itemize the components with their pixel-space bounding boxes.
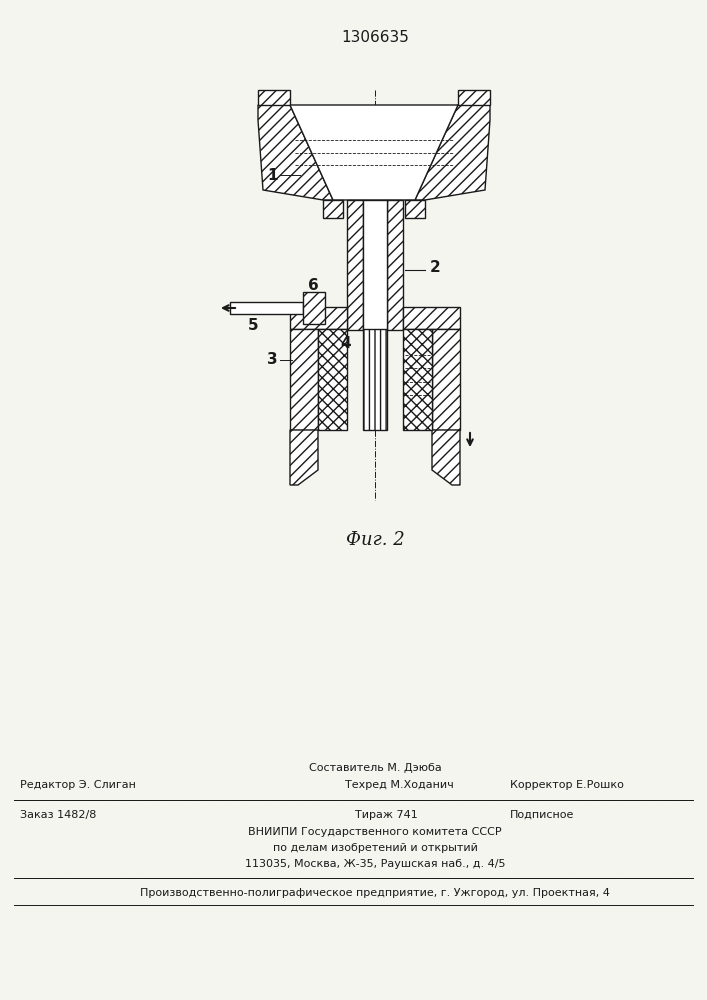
Polygon shape bbox=[432, 430, 460, 485]
Text: по делам изобретений и открытий: по делам изобретений и открытий bbox=[273, 843, 477, 853]
Text: 4: 4 bbox=[340, 336, 351, 351]
Text: Производственно-полиграфическое предприятие, г. Ужгород, ул. Проектная, 4: Производственно-полиграфическое предприя… bbox=[140, 888, 610, 898]
Bar bbox=[318, 329, 347, 430]
Polygon shape bbox=[415, 105, 490, 200]
Bar bbox=[258, 90, 290, 105]
Bar bbox=[432, 329, 460, 430]
Bar bbox=[290, 307, 347, 329]
Text: Корректор Е.Рошко: Корректор Е.Рошко bbox=[510, 780, 624, 790]
Text: 1306635: 1306635 bbox=[341, 30, 409, 45]
Text: Техред М.Ходанич: Техред М.Ходанич bbox=[345, 780, 454, 790]
Text: Подписное: Подписное bbox=[510, 810, 574, 820]
Text: Редактор Э. Слиган: Редактор Э. Слиган bbox=[20, 780, 136, 790]
Bar bbox=[363, 329, 387, 430]
Text: 1: 1 bbox=[267, 167, 278, 182]
Text: Тираж 741: Тираж 741 bbox=[355, 810, 418, 820]
Text: 5: 5 bbox=[248, 318, 259, 332]
Bar bbox=[230, 302, 303, 314]
Polygon shape bbox=[290, 430, 318, 485]
Polygon shape bbox=[258, 105, 333, 200]
Polygon shape bbox=[290, 105, 458, 200]
Bar bbox=[290, 329, 318, 430]
Bar bbox=[405, 200, 425, 218]
Text: Заказ 1482/8: Заказ 1482/8 bbox=[20, 810, 96, 820]
Bar bbox=[303, 292, 325, 324]
Bar bbox=[403, 329, 432, 430]
Bar bbox=[363, 200, 387, 330]
Bar bbox=[387, 200, 403, 330]
Bar bbox=[403, 307, 460, 329]
Bar bbox=[347, 200, 363, 330]
Text: 3: 3 bbox=[267, 353, 278, 367]
Text: ВНИИПИ Государственного комитета СССР: ВНИИПИ Государственного комитета СССР bbox=[248, 827, 502, 837]
Text: 6: 6 bbox=[308, 277, 319, 292]
Text: 113035, Москва, Ж-35, Раушская наб., д. 4/5: 113035, Москва, Ж-35, Раушская наб., д. … bbox=[245, 859, 506, 869]
Text: 2: 2 bbox=[430, 260, 440, 275]
Text: Фиг. 2: Фиг. 2 bbox=[346, 531, 404, 549]
Bar bbox=[458, 90, 490, 105]
Text: Составитель М. Дэюба: Составитель М. Дэюба bbox=[309, 763, 441, 773]
Bar bbox=[323, 200, 343, 218]
